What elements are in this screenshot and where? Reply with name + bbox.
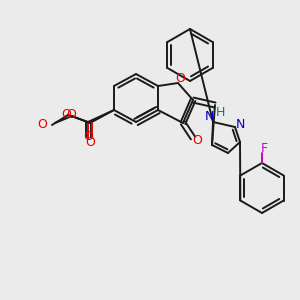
Text: O: O [61,107,71,121]
Text: O: O [192,134,202,146]
Text: O: O [37,118,47,131]
Text: O: O [66,109,76,122]
Text: O: O [85,136,95,148]
Text: O: O [83,130,93,143]
Text: F: F [260,142,268,155]
Text: O: O [175,71,185,85]
Text: N: N [235,118,245,130]
Text: N: N [204,110,214,124]
Text: H: H [215,106,225,119]
